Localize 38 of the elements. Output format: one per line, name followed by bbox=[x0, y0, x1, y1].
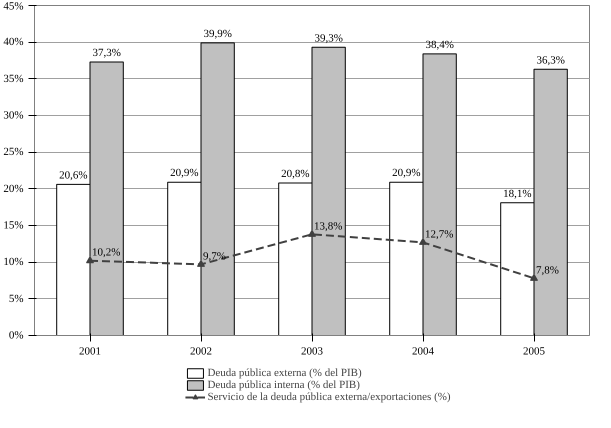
legend-label: Servicio de la deuda pública externa/exportaciones (%) bbox=[207, 391, 451, 403]
point bbox=[308, 230, 316, 237]
data-label: 38,4% bbox=[425, 38, 454, 51]
data-label: 18,1% bbox=[503, 188, 532, 200]
y-tick-label: 10% bbox=[3, 256, 24, 268]
y-tick-label: 25% bbox=[3, 146, 24, 158]
data-label: 20,9% bbox=[170, 167, 199, 180]
data-label: 39,3% bbox=[314, 32, 343, 44]
data-label: 37,3% bbox=[92, 46, 121, 59]
data-label: 20,9% bbox=[392, 167, 421, 180]
data-label: 36,3% bbox=[536, 54, 565, 66]
y-tick-label: 15% bbox=[3, 220, 24, 232]
point bbox=[419, 238, 427, 245]
y-tick-label: 45% bbox=[3, 0, 24, 12]
x-tick-label: 2003 bbox=[301, 346, 324, 358]
legend-label: Deuda pública externa (% del PIB) bbox=[207, 367, 362, 379]
y-tick-label: 20% bbox=[3, 182, 24, 195]
data-label: 39,9% bbox=[203, 28, 232, 40]
data-label: 7,8% bbox=[536, 264, 559, 276]
x-tick-label: 2002 bbox=[190, 346, 212, 358]
point bbox=[197, 260, 205, 267]
data-label: 13,8% bbox=[314, 220, 342, 232]
data-label: 20,6% bbox=[59, 169, 88, 182]
data-label: 12,7% bbox=[425, 228, 454, 240]
point bbox=[530, 274, 538, 281]
data-label: 9,7% bbox=[203, 250, 226, 262]
y-tick-label: 30% bbox=[3, 110, 24, 122]
y-tick-label: 0% bbox=[8, 330, 24, 342]
y-tick-label: 5% bbox=[8, 292, 24, 305]
data-label: 20,8% bbox=[281, 168, 310, 180]
x-tick-label: 2001 bbox=[79, 346, 101, 358]
data-label: 10,2% bbox=[92, 246, 120, 259]
legend-label: Deuda pública interna (% del PIB) bbox=[207, 379, 360, 391]
y-tick-label: 35% bbox=[3, 72, 24, 85]
point bbox=[86, 256, 94, 264]
x-tick-label: 2005 bbox=[523, 346, 546, 358]
x-tick-label: 2004 bbox=[412, 346, 434, 358]
y-tick-label: 40% bbox=[3, 36, 24, 48]
